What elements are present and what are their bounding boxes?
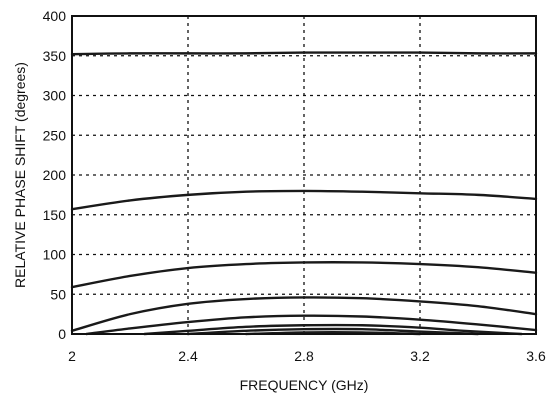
y-axis-title: RELATIVE PHASE SHIFT (degrees) bbox=[12, 62, 28, 288]
series-line-1 bbox=[70, 51, 538, 56]
x-tick-label: 3.2 bbox=[410, 348, 430, 364]
series-line-6 bbox=[143, 323, 523, 336]
y-tick-label: 150 bbox=[43, 207, 67, 223]
y-tick-label: 50 bbox=[50, 286, 66, 302]
x-tick-label: 2 bbox=[68, 348, 76, 364]
series-layer bbox=[70, 51, 538, 336]
series-line-5 bbox=[85, 314, 538, 336]
x-tick-label: 3.6 bbox=[526, 348, 546, 364]
y-tick-label: 200 bbox=[43, 167, 67, 183]
y-tick-label: 0 bbox=[58, 326, 66, 342]
x-axis-title: FREQUENCY (GHz) bbox=[240, 377, 369, 393]
x-tick-label: 2.4 bbox=[178, 348, 198, 364]
y-tick-labels: 0 50 100 150 200 250 300 350 400 bbox=[43, 8, 67, 342]
plot-frame bbox=[71, 15, 537, 335]
series-line-2 bbox=[70, 189, 538, 211]
y-tick-label: 350 bbox=[43, 48, 67, 64]
series-line-4 bbox=[70, 296, 538, 333]
series-line-7 bbox=[186, 327, 480, 336]
y-tick-label: 400 bbox=[43, 8, 67, 24]
y-tick-label: 300 bbox=[43, 88, 67, 104]
y-tick-label: 100 bbox=[43, 247, 67, 263]
x-tick-label: 2.8 bbox=[294, 348, 314, 364]
y-tick-label: 250 bbox=[43, 127, 67, 143]
grid-layer bbox=[72, 16, 536, 334]
series-line-3 bbox=[70, 261, 538, 289]
x-tick-labels: 2 2.4 2.8 3.2 3.6 bbox=[68, 348, 546, 364]
